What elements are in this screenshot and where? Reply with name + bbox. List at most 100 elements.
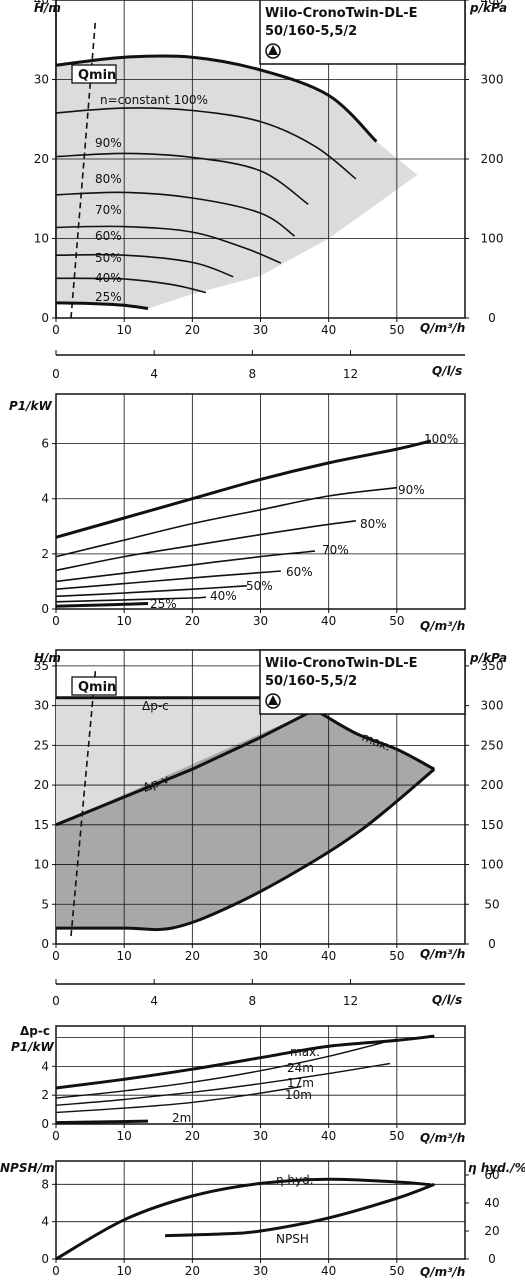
y-tick-label: 10	[34, 858, 49, 872]
y2-tick-label: 0	[488, 937, 496, 951]
x-tick-label: 0	[52, 949, 60, 963]
y-tick-label: 6	[41, 437, 49, 451]
power-curve-90	[55, 486, 397, 558]
y2-tick-label: 400	[481, 0, 504, 7]
flow-ls-axis-2: 0 4 8 12 Q/l/s	[52, 979, 465, 1008]
x-tick-label: 30	[253, 614, 268, 628]
y2-tick-label: 300	[481, 73, 504, 87]
min-curve	[56, 768, 436, 932]
y2-tick-label: 100	[481, 858, 504, 872]
x-tick-label: 10	[117, 614, 132, 628]
dp-power-curve-max	[55, 1034, 435, 1090]
curve-label: 60%	[286, 565, 313, 579]
y-tick-label: 8	[41, 1177, 49, 1191]
y2-tick-label: 20	[484, 1224, 499, 1238]
dp-power-curve-17m	[55, 1062, 391, 1106]
wilo-pump-icon	[265, 693, 281, 709]
x-tick-label: 30	[253, 1264, 268, 1278]
x-axis-label: Q/m³/h	[420, 1131, 465, 1145]
x-tick-label: 20	[185, 1264, 200, 1278]
y2-tick-label: 250	[481, 738, 504, 752]
y-tick-label: 30	[34, 73, 49, 87]
x2-tick-label: 0	[52, 367, 60, 381]
y2-axis-label: η hyd./%	[468, 1161, 525, 1175]
curve-label: 10m	[285, 1088, 312, 1102]
x-tick-label: 10	[117, 1129, 132, 1143]
x2-tick-label: 8	[248, 367, 256, 381]
y-axis-label: NPSH/m	[0, 1161, 54, 1175]
curve-label: 80%	[95, 172, 122, 186]
x-tick-label: 30	[253, 1129, 268, 1143]
x2-tick-label: 12	[343, 367, 358, 381]
speed-curve-40	[55, 277, 207, 294]
x2-axis-label: Q/l/s	[432, 993, 462, 1007]
y2-tick-label: 100	[481, 232, 504, 246]
panel-head-curves: n=constant 100% 90% 80% 70% 60% 50% 40% 25% Wil…	[34, 0, 507, 337]
chart-title-line2: 50/160-5,5/2	[265, 674, 357, 689]
power-curve-25	[55, 602, 149, 608]
qmin-label: Qmin	[78, 680, 116, 695]
y2-tick-label: 300	[481, 699, 504, 713]
curve-label: n=constant 100%	[100, 93, 208, 107]
y2-tick-label: 200	[481, 152, 504, 166]
panel-npsh-efficiency: η hyd. NPSH NPSH/m η hyd./% Q/m³/h 0 10 20 3…	[0, 1160, 525, 1279]
y-tick-label: 4	[41, 1059, 49, 1073]
x2-tick-label: 8	[248, 994, 256, 1008]
curve-label: Δp-c	[142, 699, 169, 713]
curve-label: 50%	[246, 579, 273, 593]
x-tick-label: 20	[185, 1129, 200, 1143]
y-tick-label: 20	[34, 152, 49, 166]
y-tick-label: 2	[41, 1088, 49, 1102]
x-tick-label: 0	[52, 323, 60, 337]
dp-power-curve-24m	[55, 1038, 397, 1099]
flow-ls-axis-1: 0 4 8 12 Q/l/s	[52, 350, 465, 381]
x-tick-label: 50	[389, 949, 404, 963]
wilo-pump-icon	[265, 43, 281, 59]
speed-curve-70	[55, 191, 296, 237]
y-tick-label: 20	[34, 778, 49, 792]
y-axis-label-line2: P1/kW	[11, 1040, 55, 1054]
y2-tick-label: 50	[484, 897, 499, 911]
curve-label: NPSH	[276, 1232, 309, 1246]
y-tick-label: 4	[41, 1215, 49, 1229]
max-curve	[314, 708, 436, 771]
power-curve-80	[55, 520, 357, 572]
y2-tick-label: 0	[488, 1252, 496, 1266]
chart-title-line1: Wilo-CronoTwin-DL-E	[265, 6, 418, 21]
x-tick-label: 50	[389, 1264, 404, 1278]
curve-label: max.	[290, 1045, 320, 1059]
power-curve-70	[55, 550, 316, 583]
dp-v-curve	[55, 708, 316, 827]
x-tick-label: 20	[185, 614, 200, 628]
x-tick-label: 0	[52, 1264, 60, 1278]
speed-curve-100	[55, 54, 378, 143]
y2-axis-label: p/kPa	[469, 1, 507, 15]
title-box	[259, 649, 466, 715]
curve-label: η hyd.	[276, 1173, 314, 1187]
curve-label: 40%	[210, 589, 237, 603]
y-tick-label: 0	[41, 311, 49, 325]
x2-tick-label: 4	[150, 367, 158, 381]
dp-v-range-area	[56, 709, 435, 929]
qmin-box	[71, 64, 117, 84]
qmin-line	[70, 669, 97, 937]
operating-range-area	[56, 55, 418, 309]
y2-axis-label: p/kPa	[469, 651, 507, 665]
speed-curve-80	[55, 152, 309, 205]
y-tick-label: 25	[34, 738, 49, 752]
y-axis-label: H/m	[34, 651, 61, 665]
speed-curve-25	[55, 301, 149, 310]
qmin-label: Qmin	[78, 68, 116, 83]
speed-curve-50	[55, 253, 234, 278]
y2-tick-label: 350	[481, 659, 504, 673]
x-tick-label: 40	[321, 1129, 336, 1143]
qmin-box	[71, 676, 117, 696]
x2-tick-label: 0	[52, 994, 60, 1008]
curve-label: 50%	[95, 251, 122, 265]
y-tick-label: 5	[41, 897, 49, 911]
x-axis-label: Q/m³/h	[420, 321, 465, 335]
y-tick-label: 0	[41, 1117, 49, 1131]
curve-label: 25%	[150, 597, 177, 611]
x-tick-label: 0	[52, 614, 60, 628]
